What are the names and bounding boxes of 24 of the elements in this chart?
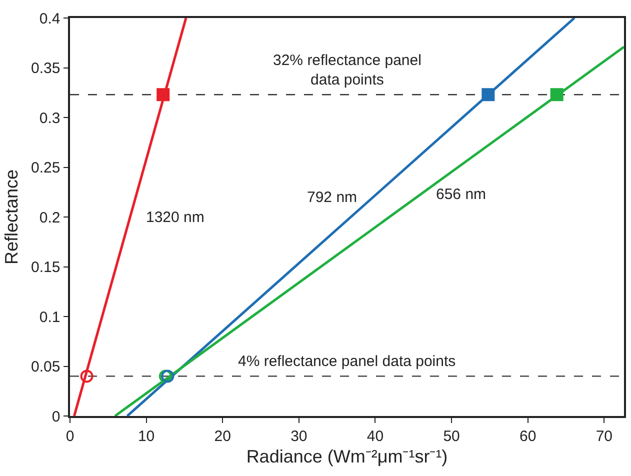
y-tick-label: 0.35	[31, 60, 60, 77]
y-tick-label: 0.1	[39, 308, 60, 326]
x-tick-label: 20	[214, 428, 231, 445]
x-tick-label: 40	[366, 428, 384, 445]
x-tick-label: 30	[290, 428, 308, 445]
y-tick-label: 0.15	[31, 259, 60, 276]
y-tick-label: 0.05	[31, 358, 60, 376]
ref-line-label: 32% reflectance panel data points	[273, 52, 422, 88]
series-label: 1320 nm	[146, 209, 204, 226]
x-tick-label: 0	[66, 428, 74, 445]
x-tick-label: 60	[520, 428, 536, 445]
y-tick-label: 0	[52, 408, 60, 426]
x-tick-label: 70	[596, 428, 613, 445]
y-axis-title: Reflectance	[2, 169, 22, 265]
y-tick-label: 0.2	[39, 209, 60, 226]
x-tick-label: 50	[443, 428, 460, 445]
y-tick-label: 0.4	[39, 10, 60, 28]
series-label: 656 nm	[436, 186, 486, 203]
ref-line-label: 4% reflectance panel data points	[238, 353, 456, 370]
y-tick-label: 0.25	[31, 160, 60, 176]
x-tick-label: 10	[138, 428, 155, 445]
series-label: 792 nm	[307, 189, 358, 206]
x-axis-title: Radiance (Wm⁻²μm⁻¹sr⁻¹)	[246, 446, 448, 466]
y-tick-label: 0.3	[39, 110, 60, 127]
